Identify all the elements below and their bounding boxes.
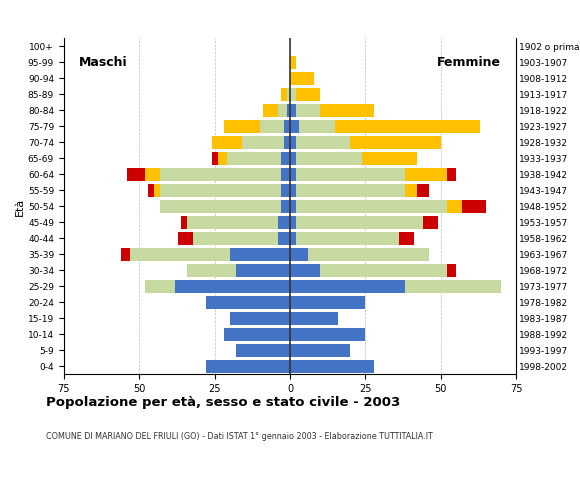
- Bar: [290, 152, 296, 165]
- Bar: [281, 168, 290, 181]
- Bar: [278, 216, 290, 229]
- Bar: [179, 232, 194, 245]
- Bar: [290, 56, 296, 69]
- Bar: [405, 184, 416, 197]
- Bar: [290, 296, 365, 309]
- Bar: [320, 264, 447, 277]
- Bar: [290, 264, 320, 277]
- Bar: [416, 184, 429, 197]
- Bar: [281, 152, 290, 165]
- Bar: [230, 248, 290, 261]
- Bar: [290, 136, 296, 149]
- Bar: [287, 88, 290, 101]
- Bar: [224, 120, 260, 133]
- Bar: [423, 216, 438, 229]
- Bar: [335, 120, 480, 133]
- Bar: [205, 360, 290, 373]
- Bar: [278, 232, 290, 245]
- Bar: [290, 344, 350, 357]
- Bar: [290, 312, 338, 325]
- Text: COMUNE DI MARIANO DEL FRIULI (GO) - Dati ISTAT 1° gennaio 2003 - Elaborazione TU: COMUNE DI MARIANO DEL FRIULI (GO) - Dati…: [46, 432, 433, 441]
- Bar: [296, 168, 405, 181]
- Bar: [281, 200, 290, 213]
- Bar: [281, 88, 287, 101]
- Bar: [362, 152, 416, 165]
- Bar: [284, 136, 290, 149]
- Bar: [290, 72, 314, 85]
- Bar: [160, 168, 281, 181]
- Bar: [278, 104, 287, 117]
- Bar: [398, 232, 414, 245]
- Bar: [296, 216, 423, 229]
- Bar: [148, 184, 154, 197]
- Bar: [235, 344, 290, 357]
- Bar: [290, 168, 296, 181]
- Bar: [350, 136, 441, 149]
- Bar: [296, 104, 320, 117]
- Bar: [205, 296, 290, 309]
- Bar: [290, 200, 296, 213]
- Bar: [447, 168, 456, 181]
- Bar: [290, 360, 375, 373]
- Text: Femmine: Femmine: [437, 56, 501, 69]
- Bar: [308, 248, 429, 261]
- Bar: [182, 216, 187, 229]
- Y-axis label: Età: Età: [15, 197, 25, 216]
- Bar: [296, 88, 320, 101]
- Bar: [290, 328, 365, 341]
- Bar: [187, 216, 278, 229]
- Bar: [290, 184, 296, 197]
- Bar: [130, 248, 230, 261]
- Bar: [290, 280, 405, 293]
- Bar: [290, 120, 299, 133]
- Bar: [263, 104, 278, 117]
- Bar: [242, 136, 284, 149]
- Bar: [227, 152, 281, 165]
- Bar: [447, 264, 456, 277]
- Bar: [281, 184, 290, 197]
- Bar: [145, 280, 175, 293]
- Bar: [260, 120, 284, 133]
- Bar: [224, 328, 290, 341]
- Bar: [296, 152, 362, 165]
- Bar: [296, 200, 447, 213]
- Bar: [290, 232, 296, 245]
- Bar: [290, 248, 308, 261]
- Bar: [218, 152, 227, 165]
- Bar: [296, 232, 398, 245]
- Bar: [290, 88, 296, 101]
- Bar: [230, 312, 290, 325]
- Bar: [284, 120, 290, 133]
- Bar: [296, 136, 350, 149]
- Bar: [299, 120, 335, 133]
- Bar: [145, 168, 160, 181]
- Text: Maschi: Maschi: [79, 56, 128, 69]
- Bar: [175, 280, 290, 293]
- Bar: [160, 184, 281, 197]
- Bar: [405, 280, 501, 293]
- Bar: [447, 200, 462, 213]
- Bar: [290, 104, 296, 117]
- Bar: [194, 232, 278, 245]
- Bar: [187, 264, 235, 277]
- Bar: [235, 264, 290, 277]
- Bar: [405, 168, 447, 181]
- Bar: [127, 168, 145, 181]
- Bar: [121, 248, 130, 261]
- Bar: [287, 104, 290, 117]
- Bar: [290, 216, 296, 229]
- Text: Popolazione per età, sesso e stato civile - 2003: Popolazione per età, sesso e stato civil…: [46, 396, 401, 409]
- Bar: [212, 152, 218, 165]
- Bar: [154, 184, 160, 197]
- Bar: [296, 184, 405, 197]
- Bar: [212, 136, 242, 149]
- Bar: [462, 200, 486, 213]
- Bar: [160, 200, 281, 213]
- Bar: [320, 104, 375, 117]
